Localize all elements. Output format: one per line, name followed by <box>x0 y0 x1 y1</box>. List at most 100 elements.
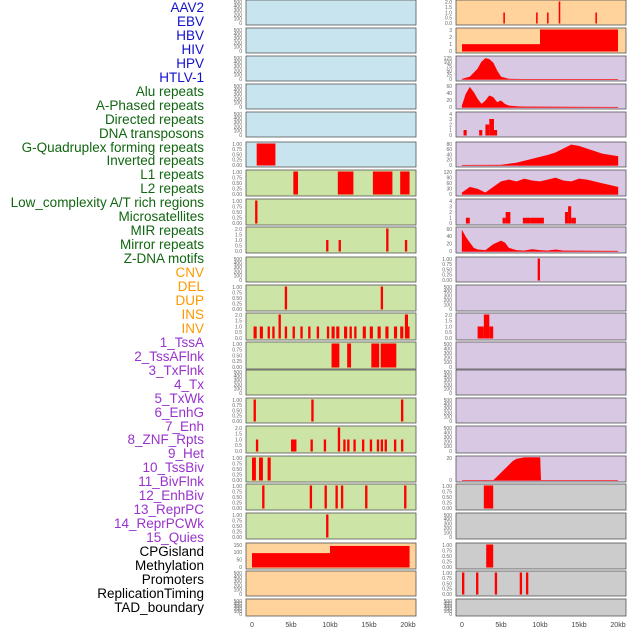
track-panel-bg <box>455 284 627 312</box>
track-label: 15_Quies <box>146 530 204 546</box>
y-tick-label: 0.00 <box>232 506 242 512</box>
data-bar <box>400 326 404 339</box>
track-labels: AAV2 EBV HBV HIV HPV HTLV-1 Alu repeats A-Phase… <box>0 0 204 630</box>
y-tick-label: 300 <box>444 522 453 528</box>
y-tick-label: 400 <box>444 346 453 352</box>
y-tick-label: 100 <box>444 609 453 615</box>
y-tick-label: 0 <box>449 77 452 83</box>
x-tick-label: 10kb <box>532 622 547 629</box>
data-bar <box>494 572 498 595</box>
y-tick-label: 4 <box>449 112 452 118</box>
data-bar <box>404 314 408 339</box>
y-tick-label: 0.50 <box>232 296 242 302</box>
data-bar <box>293 171 299 195</box>
x-tick-label: 0 <box>250 622 254 629</box>
track-label: AAV2 <box>170 0 204 15</box>
y-tick-label: 1.00 <box>232 170 242 176</box>
y-tick-label: 1.0 <box>235 238 242 244</box>
track-label: DEL <box>177 279 204 294</box>
track-label: 1_TssA <box>159 334 204 350</box>
track-panel-bg <box>455 512 627 540</box>
y-tick-label: 200 <box>234 68 243 74</box>
y-tick-label: 500 <box>444 398 453 404</box>
y-tick-label: 1.5 <box>235 232 242 238</box>
y-tick-label: 0.25 <box>232 529 242 535</box>
y-tick-label: 500 <box>444 513 453 519</box>
y-tick-label: 0.00 <box>442 592 452 598</box>
data-bar <box>384 439 387 452</box>
data-bar <box>347 439 350 452</box>
track-label: 14_ReprPCWk <box>113 516 204 532</box>
track-panel-bg <box>245 512 417 540</box>
track-panel-bg <box>245 284 417 312</box>
y-tick-label: 0.25 <box>232 301 242 307</box>
track-panel-bg <box>455 483 627 511</box>
y-tick-label: 200 <box>444 356 453 362</box>
y-tick-label: 1.00 <box>442 543 452 549</box>
data-bar <box>256 143 276 166</box>
y-tick-label: 200 <box>234 382 243 388</box>
y-tick-label: 500 <box>234 571 243 577</box>
data-bar <box>462 44 540 52</box>
y-tick-label: 20 <box>446 241 452 247</box>
y-tick-label: 50 <box>236 557 242 563</box>
data-bar <box>400 439 404 452</box>
y-tick-label: 1.5 <box>445 319 452 325</box>
y-tick-label: 150 <box>234 543 243 549</box>
y-tick-label: 500 <box>234 28 243 34</box>
track-panel-bg <box>245 483 417 511</box>
y-tick-label: 0.25 <box>232 414 242 420</box>
y-tick-label: 1.00 <box>232 513 242 519</box>
y-tick-label: 0 <box>239 278 242 284</box>
y-tick-label: 0.25 <box>442 587 452 593</box>
data-bar <box>278 314 281 339</box>
data-bar <box>404 240 408 252</box>
y-tick-label: 0.25 <box>232 500 242 506</box>
data-bar <box>253 399 256 422</box>
y-tick-label: 0 <box>239 105 242 111</box>
x-tick-label: 15kb <box>571 622 586 629</box>
y-tick-label: 400 <box>234 88 243 94</box>
y-tick-label: 125 <box>444 56 453 62</box>
data-bar <box>326 326 330 339</box>
track-panel-bg <box>245 27 417 54</box>
track-panel-bg <box>245 111 417 138</box>
data-bar <box>337 171 354 195</box>
track-panel-bg <box>455 256 627 283</box>
data-bar <box>476 572 479 595</box>
y-tick-label: 1.00 <box>232 199 242 205</box>
y-tick-label: 200 <box>234 40 243 46</box>
y-tick-label: 500 <box>444 285 453 291</box>
data-bar <box>393 326 398 339</box>
y-tick-label: 0 <box>449 449 452 455</box>
x-tick-label: 0 <box>460 622 464 629</box>
data-bar <box>568 206 572 224</box>
data-bar <box>344 326 348 339</box>
y-tick-label: 100 <box>444 302 453 308</box>
y-tick-label: 0 <box>449 391 452 397</box>
track-label: HBV <box>176 27 204 43</box>
y-tick-label: 100 <box>234 588 243 594</box>
track-panel-bg <box>245 83 417 110</box>
track-label: 5_TxWk <box>154 390 204 406</box>
y-tick-label: 0.50 <box>442 267 452 273</box>
y-tick-label: 500 <box>444 342 453 348</box>
y-tick-label: 100 <box>444 387 453 393</box>
y-tick-label: 0 <box>239 49 242 55</box>
data-bar <box>324 485 327 509</box>
y-tick-label: 100 <box>444 60 453 66</box>
data-bar <box>595 12 597 24</box>
data-profile <box>461 229 619 252</box>
track-label: Z-DNA motifs <box>123 251 204 267</box>
y-tick-label: 40 <box>446 152 452 158</box>
track-label: Low_complexity A/T rich regions <box>10 195 204 211</box>
y-tick-label: 0.5 <box>235 443 242 449</box>
track-label: G-Quadruplex forming repeats <box>21 139 204 155</box>
y-tick-label: 500 <box>234 112 243 118</box>
data-bar <box>530 217 544 224</box>
y-tick-label: 500 <box>234 370 243 376</box>
data-profile <box>461 144 619 166</box>
y-tick-label: 300 <box>444 351 453 357</box>
data-bar <box>503 12 505 24</box>
